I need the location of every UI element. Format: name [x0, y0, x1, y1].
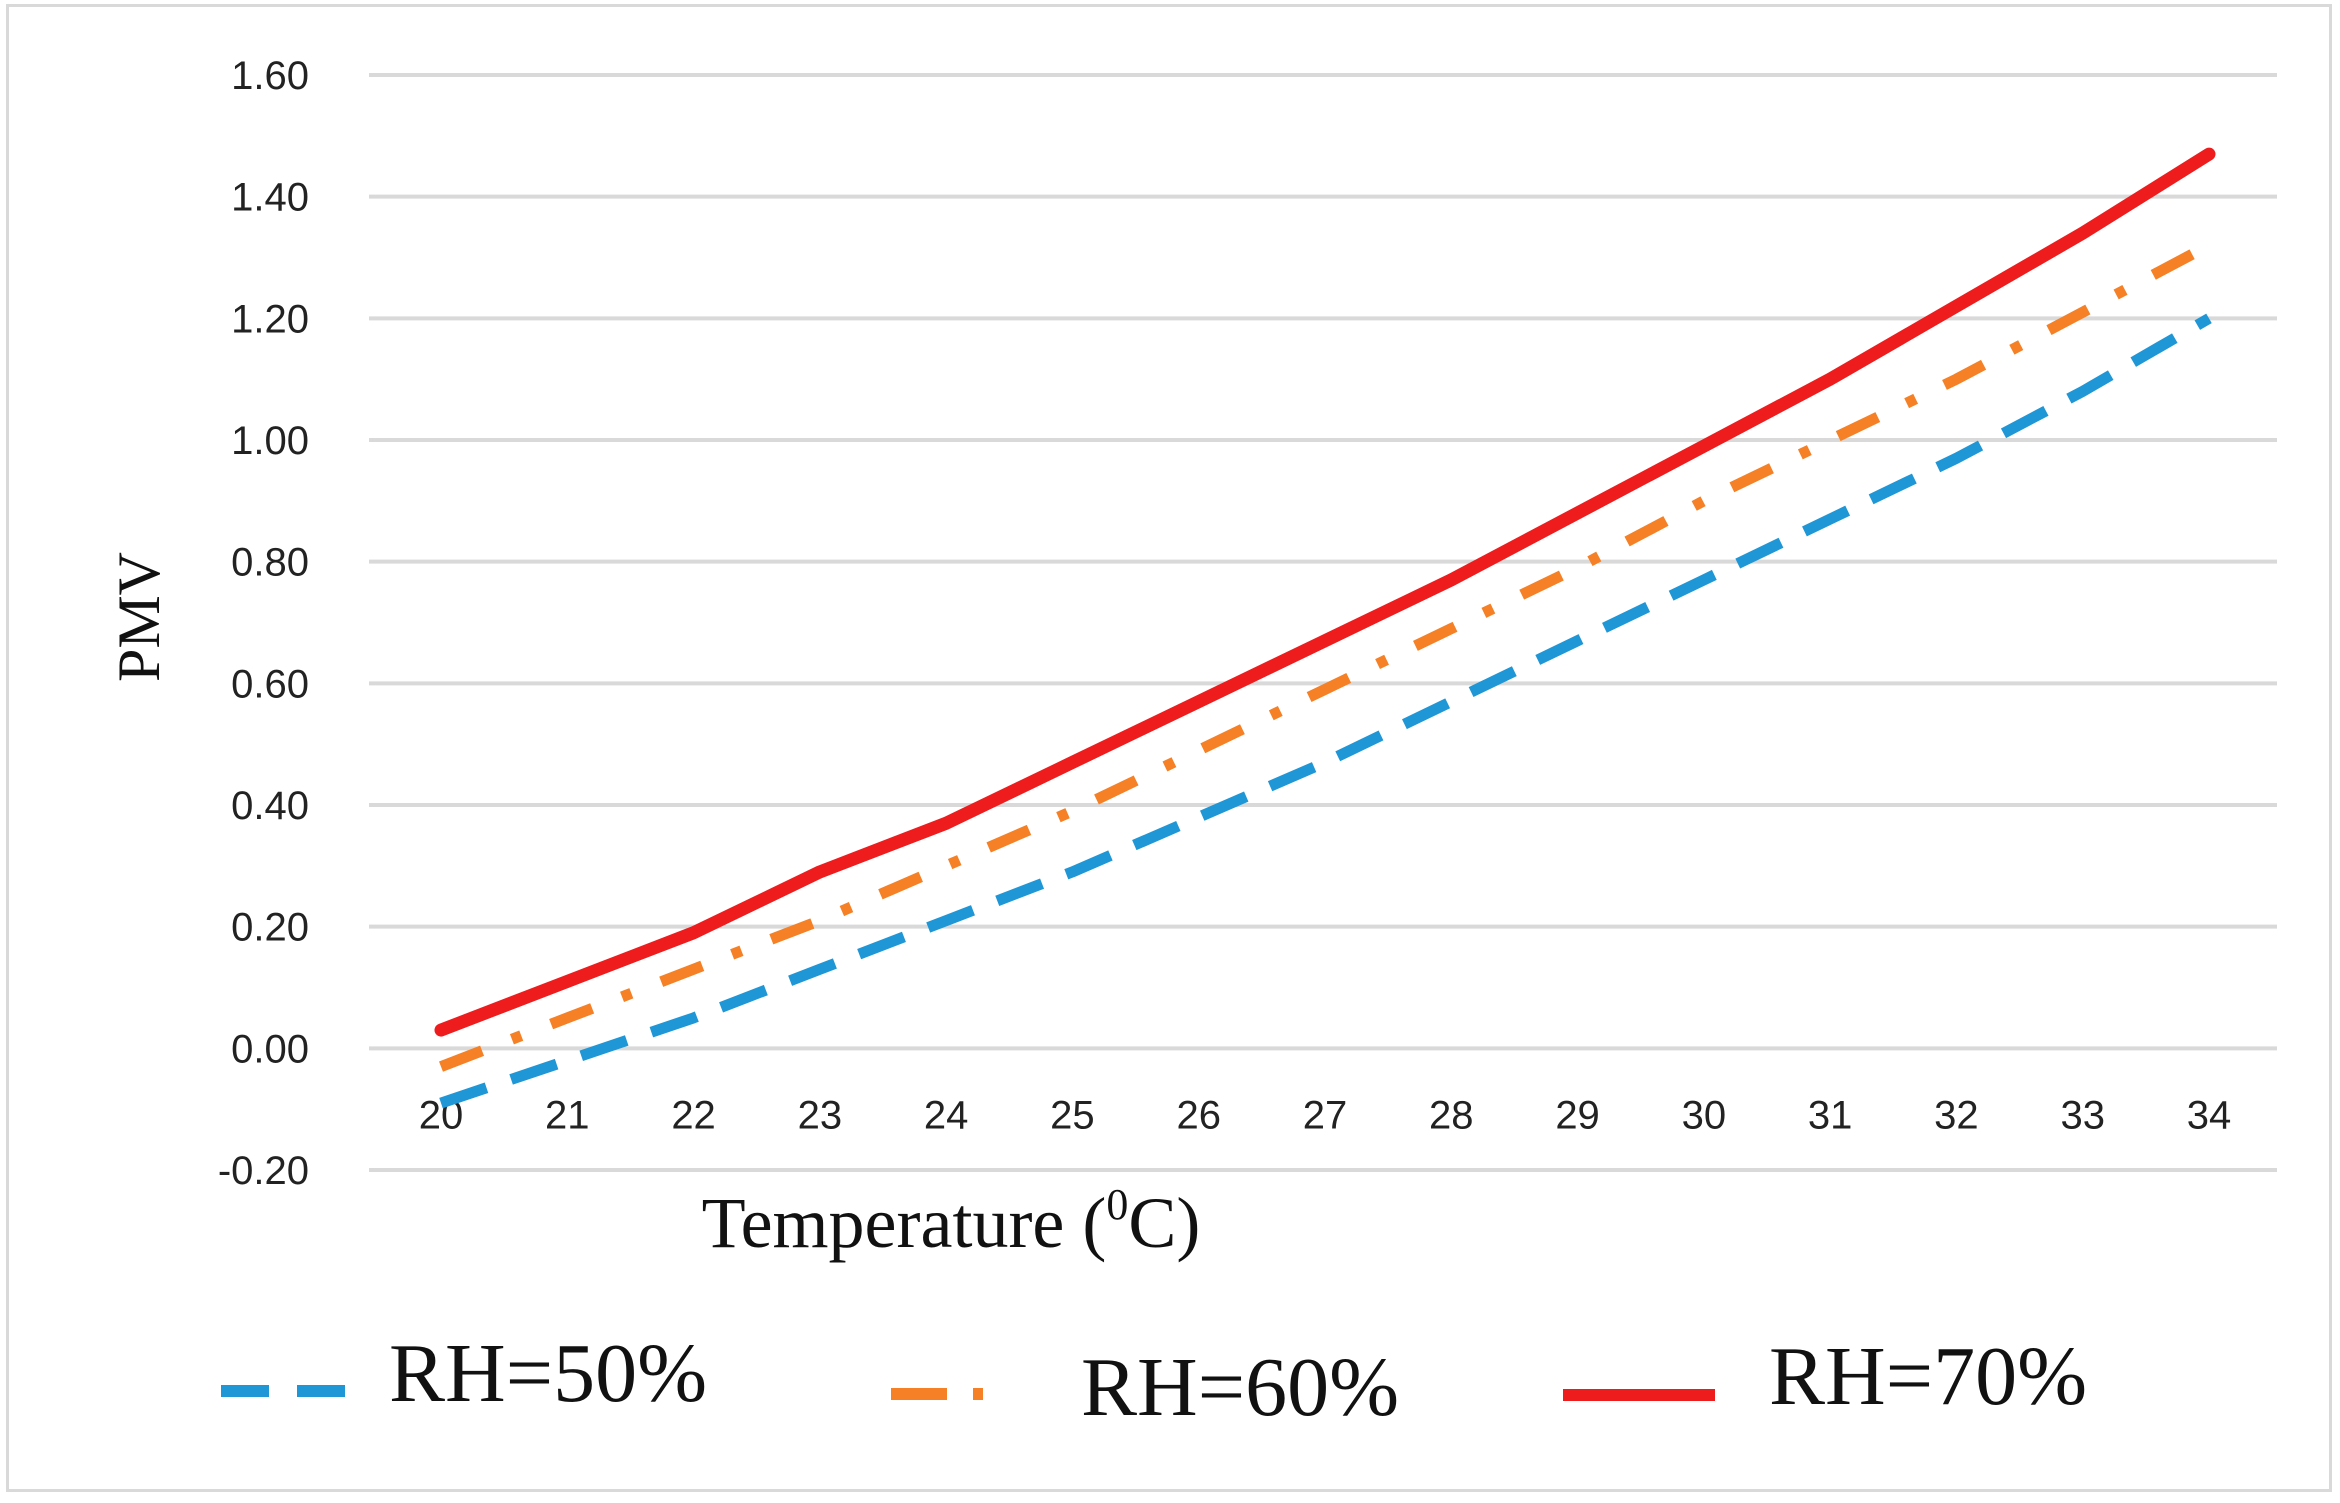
- y-tick-label: 1.60: [231, 54, 309, 98]
- y-tick-label: 0.40: [231, 784, 309, 828]
- legend-label-rh50: RH=50%: [389, 1327, 707, 1420]
- pmv-line-chart: 1.60 1.40 1.20 1.00 0.80 0.60 0.40 0.20 0.00 -0.2…: [106, 54, 2277, 1434]
- y-tick-label: 1.40: [231, 176, 309, 220]
- x-tick-label: 33: [2060, 1093, 2105, 1137]
- x-axis-title-text: Temperature (: [702, 1183, 1107, 1263]
- x-tick-label: 30: [1682, 1093, 1727, 1137]
- x-tick-label: 28: [1429, 1093, 1474, 1137]
- y-axis-ticks: 1.60 1.40 1.20 1.00 0.80 0.60 0.40 0.20 0.00 -0.2…: [218, 54, 309, 1193]
- x-tick-label: 29: [1555, 1093, 1600, 1137]
- y-tick-label: 0.20: [231, 906, 309, 950]
- x-axis-title-suffix: C): [1128, 1183, 1200, 1263]
- y-tick-label: 1.20: [231, 297, 309, 341]
- x-tick-label: 32: [1934, 1093, 1979, 1137]
- x-axis-ticks: 20 21 22 23 24 25 26 27 28 29 30 31 32 33 34: [419, 1093, 2232, 1137]
- series-line-rh60: [439, 240, 2212, 1072]
- y-axis-title: PMV: [106, 552, 172, 682]
- x-tick-label: 21: [545, 1093, 590, 1137]
- series-line-rh50: [439, 313, 2212, 1109]
- legend: RH=50% RH=60% RH=70%: [221, 1327, 2087, 1434]
- y-tick-label: 1.00: [231, 419, 309, 463]
- y-tick-label: 0.80: [231, 541, 309, 585]
- y-tick-label: 0.00: [231, 1027, 309, 1071]
- x-tick-label: 27: [1303, 1093, 1348, 1137]
- x-tick-label: 25: [1050, 1093, 1095, 1137]
- x-axis-title-superscript: 0: [1106, 1180, 1128, 1229]
- chart-frame: 1.60 1.40 1.20 1.00 0.80 0.60 0.40 0.20 0.00 -0.2…: [6, 4, 2332, 1492]
- x-tick-label: 24: [924, 1093, 969, 1137]
- x-tick-label: 34: [2187, 1093, 2232, 1137]
- legend-label-rh70: RH=70%: [1769, 1330, 2087, 1423]
- gridlines: [369, 73, 2277, 1172]
- series-line-rh70: [434, 147, 2216, 1037]
- x-tick-label: 22: [671, 1093, 716, 1137]
- legend-label-rh60: RH=60%: [1081, 1341, 1399, 1434]
- y-tick-label: 0.60: [231, 662, 309, 706]
- series-lines: [434, 147, 2216, 1109]
- y-tick-label: -0.20: [218, 1149, 309, 1193]
- x-tick-label: 23: [798, 1093, 843, 1137]
- x-tick-label: 26: [1176, 1093, 1221, 1137]
- x-tick-label: 31: [1808, 1093, 1853, 1137]
- x-axis-title: Temperature (0C): [702, 1180, 1201, 1263]
